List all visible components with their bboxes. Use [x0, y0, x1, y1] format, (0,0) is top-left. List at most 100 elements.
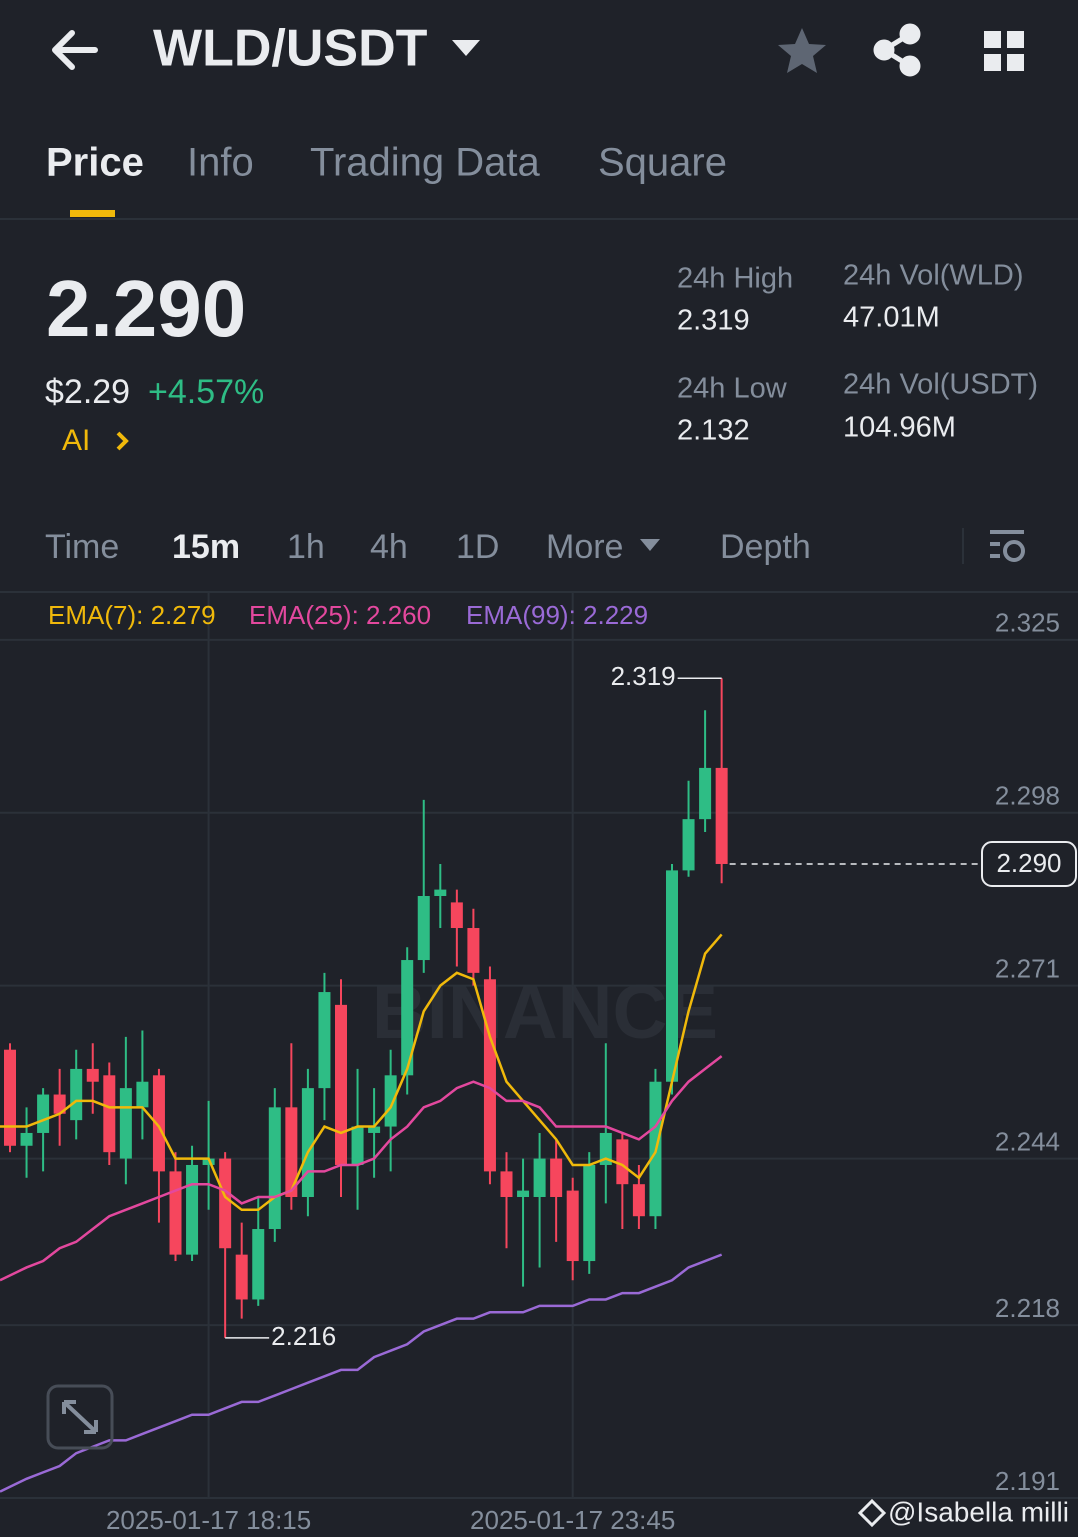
pair-title[interactable]: WLD/USDT [153, 20, 428, 78]
ema-line [0, 1253, 723, 1493]
back-button[interactable] [52, 30, 98, 70]
candle-body [533, 1158, 546, 1197]
candle-body [70, 1068, 83, 1121]
interval[interactable]: 1h [287, 528, 325, 566]
candle-body [550, 1158, 563, 1197]
candle-body [599, 1132, 612, 1165]
candle-body [682, 819, 695, 871]
icon-bar [990, 530, 1024, 534]
candlestick-chart: BINANCE 2.325 2.298 2.271 2.244 2.218 2.191 202… [0, 593, 1078, 1535]
candle-body [4, 1049, 16, 1146]
stat-value: 47.01M [843, 302, 940, 334]
stat-label: 24h Vol(USDT) [843, 369, 1038, 401]
usd-price: $2.29 [45, 373, 130, 411]
share-dot [899, 23, 921, 45]
grid-menu-icon[interactable] [984, 31, 1024, 71]
expand-arrow [62, 1400, 98, 1434]
legend-entry: EMA(99): 2.229 [466, 600, 648, 630]
ema-line [0, 933, 723, 1212]
grid-cell [984, 31, 1001, 48]
candle-body [699, 767, 712, 820]
interval[interactable]: 1D [456, 528, 499, 566]
legend-entry: EMA(7): 2.279 [48, 600, 216, 630]
candle-body [285, 1107, 298, 1197]
grid-cell [984, 54, 1001, 71]
ai-link[interactable]: AI [62, 424, 90, 457]
candle-body [219, 1158, 232, 1249]
expand-button[interactable] [46, 1384, 114, 1450]
candle-body [666, 870, 678, 1082]
last-price: 2.290 [46, 264, 246, 353]
candle-body [467, 928, 480, 973]
candle-body [517, 1190, 530, 1197]
candle-body [186, 1164, 199, 1255]
candle-body [450, 902, 463, 929]
candle-body [169, 1171, 182, 1255]
y-tick-label: 2.271 [995, 954, 1060, 984]
candle-body [566, 1190, 579, 1262]
candle-body [368, 1126, 381, 1133]
x-tick-label: 2025-01-17 23:45 [470, 1505, 675, 1535]
watermark: BINANCE [372, 970, 718, 1055]
candle-body [53, 1094, 66, 1114]
y-tick-label: 2.191 [995, 1466, 1060, 1496]
divider [0, 218, 1078, 220]
tab[interactable]: Price [46, 141, 144, 185]
share-dot [873, 39, 895, 61]
low-label: 2.216 [271, 1321, 336, 1351]
expand-frame [46, 1384, 114, 1450]
candle-body [500, 1171, 513, 1197]
icon-gear [1003, 540, 1025, 562]
stat-value: 2.132 [677, 415, 750, 447]
candle-body [715, 767, 728, 864]
chart-settings-icon[interactable] [990, 530, 1025, 562]
candle-body [351, 1126, 364, 1165]
last-price-label: 2.290 [996, 848, 1061, 878]
last-price-box [981, 840, 1077, 887]
candle-body [235, 1254, 248, 1300]
credit-logo [857, 1498, 887, 1528]
favorite-icon[interactable] [778, 28, 826, 73]
separator [962, 528, 964, 564]
pair-dropdown[interactable] [452, 40, 480, 56]
interval[interactable]: Time [45, 528, 119, 566]
stat-label: 24h Vol(WLD) [843, 260, 1024, 292]
tab[interactable]: Square [598, 141, 727, 185]
candle-body [583, 1164, 596, 1262]
grid-cell [1007, 54, 1024, 71]
interval[interactable]: 15m [172, 528, 240, 566]
grid-cell [1007, 31, 1024, 48]
candle-body [37, 1094, 50, 1133]
interval[interactable]: Depth [720, 528, 811, 566]
back-arrow [52, 30, 98, 70]
tab[interactable]: Trading Data [310, 141, 541, 185]
x-tick-label: 2025-01-17 18:15 [106, 1505, 311, 1535]
candle-body [252, 1229, 265, 1300]
stat-label: 24h High [677, 263, 793, 295]
stat-label: 24h Low [677, 373, 788, 405]
tab-indicator [70, 210, 115, 217]
candle-body [103, 1075, 116, 1153]
y-tick-label: 2.218 [995, 1293, 1060, 1323]
more-dropdown [640, 539, 660, 551]
candle-body [202, 1158, 215, 1165]
candle-body [20, 1132, 33, 1146]
candle-body [335, 1004, 347, 1165]
y-tick-label: 2.298 [995, 781, 1060, 811]
stat-value: 104.96M [843, 412, 956, 444]
candle-body [483, 979, 496, 1172]
candle-body [434, 889, 447, 896]
interval[interactable]: More [546, 528, 623, 566]
tab[interactable]: Info [187, 141, 254, 185]
stat-value: 2.319 [677, 305, 750, 337]
candle-body [417, 896, 430, 961]
interval[interactable]: 4h [370, 528, 408, 566]
share-icon[interactable] [873, 23, 921, 77]
icon-bar [990, 542, 1000, 546]
candle-body [318, 992, 331, 1089]
candle-body [384, 1075, 397, 1127]
candle-body [301, 1088, 314, 1197]
